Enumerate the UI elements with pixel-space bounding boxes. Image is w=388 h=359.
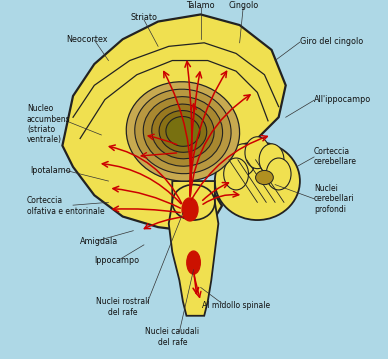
Ellipse shape	[159, 111, 207, 152]
Text: Ipotalamo: Ipotalamo	[31, 166, 71, 175]
Text: Nuclei
cerebellari
profondi: Nuclei cerebellari profondi	[314, 184, 355, 214]
Text: Amigdala: Amigdala	[80, 237, 118, 246]
Text: Giro del cingolo: Giro del cingolo	[300, 37, 363, 46]
Ellipse shape	[231, 144, 256, 176]
Text: All'ippocampo: All'ippocampo	[314, 95, 371, 104]
Ellipse shape	[126, 82, 240, 181]
Ellipse shape	[135, 89, 231, 174]
Text: Al midollo spinale: Al midollo spinale	[202, 301, 270, 310]
Text: Cingolo: Cingolo	[228, 1, 258, 10]
Text: Talamo: Talamo	[186, 1, 215, 10]
Text: Nucleo
accumbens
(striato
ventrale): Nucleo accumbens (striato ventrale)	[27, 104, 71, 144]
Text: Ippocampo: Ippocampo	[94, 256, 139, 265]
Ellipse shape	[182, 198, 198, 221]
Ellipse shape	[143, 97, 223, 166]
Ellipse shape	[259, 144, 284, 176]
Text: Nuclei rostrali
del rafe: Nuclei rostrali del rafe	[96, 297, 149, 317]
Ellipse shape	[215, 142, 300, 220]
Ellipse shape	[152, 104, 214, 159]
Polygon shape	[169, 181, 218, 316]
Text: Neocortex: Neocortex	[66, 35, 107, 44]
Polygon shape	[62, 14, 286, 231]
Ellipse shape	[245, 137, 270, 169]
Text: Striato: Striato	[130, 14, 158, 23]
Ellipse shape	[172, 185, 215, 220]
Text: Corteccia
olfativa e entorinale: Corteccia olfativa e entorinale	[27, 196, 105, 215]
Ellipse shape	[166, 117, 200, 146]
Text: Corteccia
cerebellare: Corteccia cerebellare	[314, 146, 357, 166]
Ellipse shape	[266, 158, 291, 190]
Ellipse shape	[224, 158, 248, 190]
Text: Nuclei caudali
del rafe: Nuclei caudali del rafe	[145, 327, 199, 347]
Ellipse shape	[256, 171, 273, 185]
Ellipse shape	[187, 251, 200, 274]
